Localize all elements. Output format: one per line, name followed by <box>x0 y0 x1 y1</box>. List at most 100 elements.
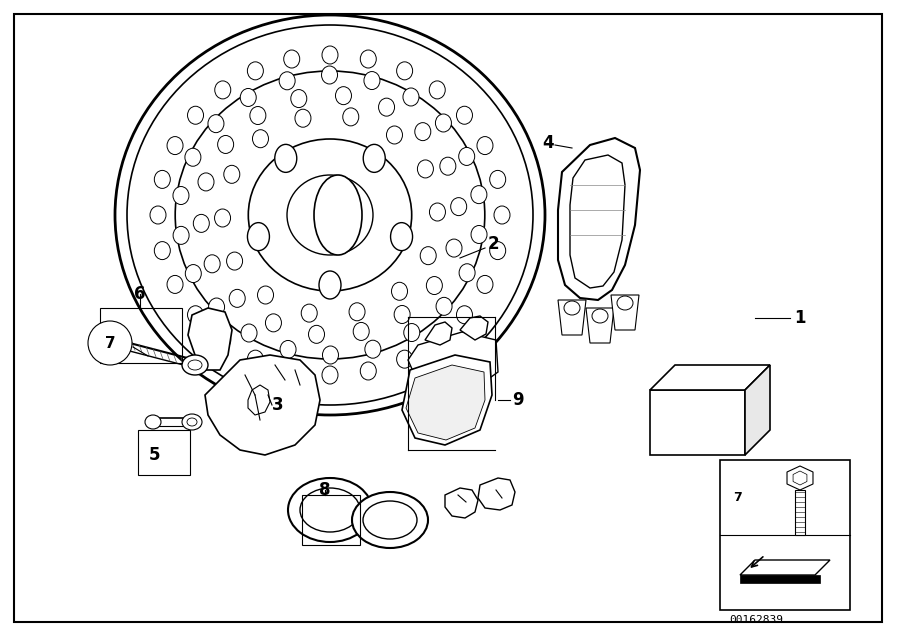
Ellipse shape <box>429 81 445 99</box>
Ellipse shape <box>459 148 474 165</box>
Ellipse shape <box>322 366 338 384</box>
Ellipse shape <box>471 226 487 244</box>
Ellipse shape <box>397 350 412 368</box>
Ellipse shape <box>295 109 311 127</box>
Text: 4: 4 <box>542 134 554 152</box>
Text: 9: 9 <box>512 391 524 409</box>
Ellipse shape <box>429 331 445 349</box>
Polygon shape <box>402 355 492 445</box>
Ellipse shape <box>167 275 183 293</box>
Ellipse shape <box>490 170 506 188</box>
Ellipse shape <box>291 90 307 107</box>
Ellipse shape <box>187 418 197 426</box>
Ellipse shape <box>208 114 224 133</box>
Ellipse shape <box>322 46 338 64</box>
Polygon shape <box>586 308 614 343</box>
Text: 8: 8 <box>320 481 331 499</box>
Text: 6: 6 <box>134 285 146 303</box>
Ellipse shape <box>617 296 633 310</box>
Ellipse shape <box>224 165 239 183</box>
Ellipse shape <box>321 66 338 84</box>
Ellipse shape <box>185 265 202 282</box>
Ellipse shape <box>592 309 608 323</box>
Bar <box>138 430 190 475</box>
Ellipse shape <box>173 226 189 244</box>
Ellipse shape <box>451 198 467 216</box>
Polygon shape <box>650 365 770 390</box>
Ellipse shape <box>360 362 376 380</box>
Ellipse shape <box>150 206 166 224</box>
Ellipse shape <box>241 324 257 342</box>
Bar <box>720 460 850 610</box>
Bar <box>795 490 805 535</box>
Ellipse shape <box>214 209 230 227</box>
Ellipse shape <box>429 203 445 221</box>
Ellipse shape <box>280 340 296 359</box>
Ellipse shape <box>198 173 214 191</box>
Ellipse shape <box>427 277 443 294</box>
Ellipse shape <box>287 175 373 255</box>
Ellipse shape <box>284 362 300 380</box>
Ellipse shape <box>309 326 325 343</box>
Text: 7: 7 <box>734 491 742 504</box>
Ellipse shape <box>218 135 234 153</box>
Ellipse shape <box>403 88 419 106</box>
Ellipse shape <box>167 137 183 155</box>
Ellipse shape <box>477 275 493 293</box>
Ellipse shape <box>392 282 408 300</box>
Ellipse shape <box>353 322 369 340</box>
Ellipse shape <box>415 123 431 141</box>
Ellipse shape <box>230 289 245 307</box>
Text: 1: 1 <box>794 309 806 327</box>
Ellipse shape <box>187 306 203 324</box>
Text: 2: 2 <box>487 235 499 253</box>
Ellipse shape <box>436 298 452 315</box>
Polygon shape <box>445 488 478 518</box>
Ellipse shape <box>300 488 360 532</box>
Ellipse shape <box>404 324 419 342</box>
Ellipse shape <box>182 414 202 430</box>
Ellipse shape <box>204 255 220 273</box>
Ellipse shape <box>253 130 268 148</box>
Ellipse shape <box>319 271 341 299</box>
Ellipse shape <box>248 223 269 251</box>
Polygon shape <box>110 333 120 355</box>
Ellipse shape <box>154 170 170 188</box>
Polygon shape <box>558 300 586 335</box>
Ellipse shape <box>420 247 436 265</box>
Ellipse shape <box>145 415 161 429</box>
Ellipse shape <box>248 350 264 368</box>
Polygon shape <box>460 316 488 340</box>
Polygon shape <box>787 466 813 490</box>
Ellipse shape <box>184 148 201 166</box>
Ellipse shape <box>209 298 225 316</box>
Ellipse shape <box>215 81 230 99</box>
Circle shape <box>88 321 132 365</box>
Ellipse shape <box>250 106 266 125</box>
Ellipse shape <box>115 15 545 415</box>
Polygon shape <box>406 365 485 440</box>
Ellipse shape <box>176 71 485 359</box>
Ellipse shape <box>302 304 317 322</box>
Polygon shape <box>570 155 625 288</box>
Ellipse shape <box>456 306 472 324</box>
Ellipse shape <box>266 314 282 332</box>
Ellipse shape <box>364 71 380 90</box>
Ellipse shape <box>477 137 493 155</box>
Ellipse shape <box>446 239 462 257</box>
Ellipse shape <box>288 478 372 542</box>
Ellipse shape <box>490 242 506 259</box>
Polygon shape <box>425 322 452 345</box>
Polygon shape <box>558 138 640 300</box>
Ellipse shape <box>336 86 352 105</box>
Ellipse shape <box>564 301 580 315</box>
Ellipse shape <box>187 106 203 124</box>
Ellipse shape <box>154 242 170 259</box>
Ellipse shape <box>440 157 455 175</box>
Ellipse shape <box>459 264 475 282</box>
Ellipse shape <box>349 303 365 321</box>
Ellipse shape <box>360 50 376 68</box>
Ellipse shape <box>227 252 243 270</box>
Text: 7: 7 <box>104 336 115 350</box>
Polygon shape <box>611 295 639 330</box>
